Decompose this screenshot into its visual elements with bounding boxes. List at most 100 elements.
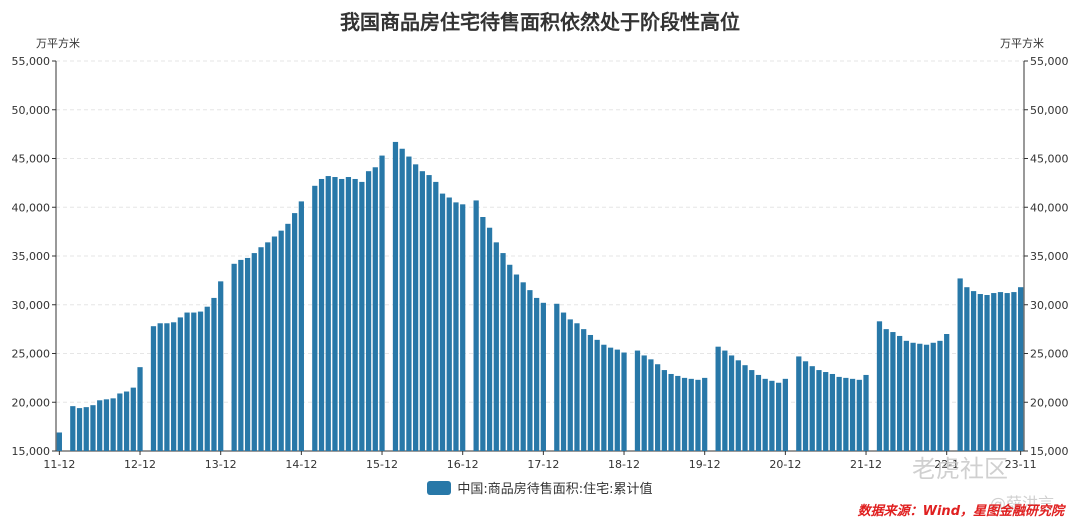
bar[interactable] xyxy=(520,282,526,451)
bar[interactable] xyxy=(1004,293,1010,451)
bar[interactable] xyxy=(446,197,452,452)
bar[interactable] xyxy=(762,378,768,451)
bar[interactable] xyxy=(1018,287,1024,451)
bar[interactable] xyxy=(661,370,667,451)
bar[interactable] xyxy=(944,334,950,451)
bar[interactable] xyxy=(849,378,856,451)
bar[interactable] xyxy=(399,148,405,451)
bar[interactable] xyxy=(365,171,372,451)
bar[interactable] xyxy=(910,342,916,451)
bar[interactable] xyxy=(823,372,829,451)
bar[interactable] xyxy=(715,346,721,451)
bar[interactable] xyxy=(776,382,782,451)
bar[interactable] xyxy=(755,374,762,451)
bar[interactable] xyxy=(251,253,257,451)
bar[interactable] xyxy=(728,355,735,451)
bar[interactable] xyxy=(675,375,681,451)
bar[interactable] xyxy=(997,292,1004,451)
bar[interactable] xyxy=(238,259,244,451)
bar[interactable] xyxy=(123,391,130,451)
bar[interactable] xyxy=(876,321,883,451)
bar[interactable] xyxy=(171,322,177,451)
bar[interactable] xyxy=(984,295,990,451)
bar[interactable] xyxy=(352,178,358,452)
bar[interactable] xyxy=(796,356,802,451)
bar[interactable] xyxy=(621,352,627,451)
bar[interactable] xyxy=(150,326,157,451)
bar[interactable] xyxy=(843,377,849,452)
bar[interactable] xyxy=(184,312,190,451)
bar[interactable] xyxy=(722,350,728,451)
bar[interactable] xyxy=(191,312,197,451)
bar[interactable] xyxy=(809,366,815,451)
bar[interactable] xyxy=(903,340,909,451)
bar[interactable] xyxy=(372,167,378,451)
bar[interactable] xyxy=(1011,292,1017,451)
bar[interactable] xyxy=(560,312,567,451)
bar[interactable] xyxy=(937,340,943,451)
bar[interactable] xyxy=(130,387,136,452)
bar[interactable] xyxy=(318,178,325,452)
bar[interactable] xyxy=(897,335,903,451)
bar[interactable] xyxy=(735,360,741,451)
bar[interactable] xyxy=(278,230,284,451)
bar[interactable] xyxy=(527,290,533,452)
bar[interactable] xyxy=(332,177,338,451)
bar[interactable] xyxy=(473,200,479,451)
bar[interactable] xyxy=(271,236,278,452)
bar[interactable] xyxy=(460,204,466,451)
bar[interactable] xyxy=(413,164,419,451)
bar[interactable] xyxy=(614,349,620,451)
bar[interactable] xyxy=(56,432,62,451)
bar[interactable] xyxy=(157,323,163,451)
bar[interactable] xyxy=(957,278,963,451)
bar[interactable] xyxy=(970,291,977,451)
bar[interactable] xyxy=(890,332,896,451)
bar[interactable] xyxy=(688,378,694,451)
bar[interactable] xyxy=(419,171,425,451)
bar[interactable] xyxy=(83,407,89,452)
bar[interactable] xyxy=(211,297,217,451)
bar[interactable] xyxy=(540,302,546,451)
bar[interactable] xyxy=(292,213,298,451)
bar[interactable] xyxy=(769,380,775,451)
bar[interactable] xyxy=(695,379,701,451)
bar[interactable] xyxy=(601,344,607,451)
bar[interactable] xyxy=(977,294,983,451)
bar[interactable] xyxy=(486,227,493,451)
bar[interactable] xyxy=(204,306,210,451)
bar[interactable] xyxy=(648,359,654,451)
bar[interactable] xyxy=(218,281,224,451)
bar[interactable] xyxy=(325,176,331,452)
bar[interactable] xyxy=(480,217,486,451)
bar[interactable] xyxy=(567,319,573,452)
bar[interactable] xyxy=(863,374,869,451)
bar[interactable] xyxy=(298,201,304,451)
bar[interactable] xyxy=(70,406,76,451)
bar[interactable] xyxy=(829,373,836,451)
bar[interactable] xyxy=(634,350,641,451)
bar[interactable] xyxy=(816,370,822,451)
bar[interactable] xyxy=(433,181,439,451)
bar[interactable] xyxy=(500,253,506,451)
bar[interactable] xyxy=(991,293,997,451)
bar[interactable] xyxy=(265,242,271,451)
bar[interactable] xyxy=(513,274,520,451)
bar[interactable] xyxy=(923,344,930,451)
bar[interactable] xyxy=(258,247,264,451)
bar[interactable] xyxy=(507,264,513,451)
bar[interactable] xyxy=(581,329,587,452)
bar[interactable] xyxy=(345,177,352,451)
bar[interactable] xyxy=(802,361,809,451)
bar[interactable] xyxy=(702,377,708,452)
bar[interactable] xyxy=(681,377,688,452)
bar[interactable] xyxy=(668,373,674,451)
bar[interactable] xyxy=(339,178,345,452)
bar[interactable] xyxy=(90,405,96,451)
bar[interactable] xyxy=(641,355,647,451)
bar[interactable] xyxy=(406,156,412,452)
bar[interactable] xyxy=(285,223,291,451)
bar[interactable] xyxy=(856,379,862,451)
bar[interactable] xyxy=(749,370,755,451)
bar[interactable] xyxy=(594,339,600,451)
